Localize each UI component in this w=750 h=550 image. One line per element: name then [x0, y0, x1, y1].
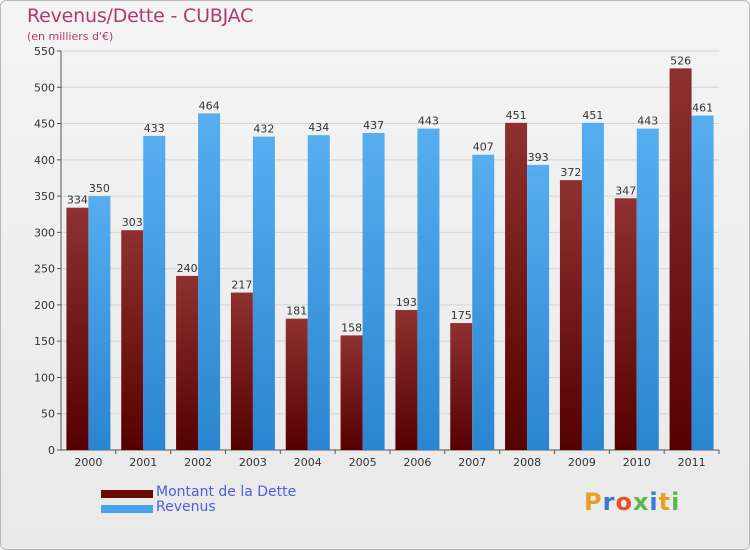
data-label: 526 [670, 54, 691, 67]
y-tick-label: 500 [34, 81, 55, 94]
y-tick-label: 200 [34, 299, 55, 312]
brand-letter: r [602, 488, 616, 516]
y-tick-label: 350 [34, 190, 55, 203]
revenus-bar [417, 128, 440, 450]
legend-label-revenus: Revenus [156, 499, 216, 515]
y-tick-label: 250 [34, 263, 55, 276]
y-tick-label: 150 [34, 335, 55, 348]
y-tick-label: 550 [34, 45, 55, 58]
legend-label-debt: Montant de la Dette [156, 484, 297, 500]
x-tick-label: 2004 [294, 456, 322, 469]
data-label: 175 [451, 309, 472, 322]
y-tick-label: 400 [34, 154, 55, 167]
data-label: 217 [231, 279, 252, 292]
data-label: 451 [582, 109, 603, 122]
y-tick-label: 50 [41, 408, 55, 421]
debt-bar [505, 122, 528, 450]
revenus-bar [307, 135, 330, 451]
y-tick-label: 300 [34, 226, 55, 239]
debt-bar [669, 68, 692, 450]
revenus-bar [198, 113, 221, 450]
legend-swatch-revenus [101, 505, 153, 513]
debt-bar [121, 230, 144, 450]
debt-bar [230, 292, 253, 450]
data-label: 433 [144, 122, 165, 135]
brand-letter: i [649, 488, 659, 516]
x-tick-label: 2006 [403, 456, 431, 469]
debt-bar [285, 318, 308, 450]
data-label: 181 [286, 305, 307, 318]
revenus-bar [581, 122, 604, 450]
data-label: 240 [177, 262, 198, 275]
x-tick-label: 2003 [239, 456, 267, 469]
grid-lines [61, 50, 719, 451]
revenus-bar [88, 196, 111, 450]
revenus-bar [636, 128, 659, 450]
x-tick-label: 2007 [458, 456, 486, 469]
brand-letter: P [584, 488, 603, 516]
data-label: 393 [528, 151, 549, 164]
x-tick-label: 2009 [568, 456, 596, 469]
revenus-bar [691, 115, 714, 450]
debt-bar [66, 207, 89, 450]
data-label: 350 [89, 182, 110, 195]
data-label: 443 [637, 115, 658, 128]
data-label: 372 [560, 166, 581, 179]
y-tick-label: 100 [34, 371, 55, 384]
x-tick-label: 2008 [513, 456, 541, 469]
brand-letter: i [671, 488, 681, 516]
data-label: 434 [308, 121, 329, 134]
data-label: 464 [199, 99, 220, 112]
data-label: 193 [396, 296, 417, 309]
legend-swatch-debt [101, 490, 153, 498]
x-tick-label: 2001 [129, 456, 157, 469]
bars [66, 68, 714, 451]
y-tick-label: 0 [48, 444, 55, 457]
debt-bar [176, 275, 199, 450]
revenus-bar [527, 164, 550, 450]
x-tick-label: 2011 [678, 456, 706, 469]
chart-subtitle: (en milliers d'€) [27, 30, 114, 43]
data-label: 451 [506, 109, 527, 122]
data-label: 443 [418, 115, 439, 128]
brand-letter: x [632, 488, 650, 516]
brand-letter: o [615, 488, 633, 516]
data-label: 303 [122, 216, 143, 229]
data-label: 437 [363, 119, 384, 132]
revenus-bar [362, 132, 385, 450]
chart-title: Revenus/Dette - CUBJAC [27, 5, 254, 27]
x-tick-label: 2000 [74, 456, 102, 469]
data-label: 347 [615, 184, 636, 197]
data-label: 432 [253, 123, 274, 136]
debt-bar [450, 323, 473, 450]
debt-bar [559, 180, 582, 450]
debt-bar [340, 335, 363, 450]
axes: 0 50 100 150 200 250 300 350 400 450 500 550 2000 200… [34, 45, 720, 469]
revenus-bar [252, 136, 275, 450]
revenus-bar [143, 135, 166, 451]
revenus-bar [472, 154, 495, 451]
data-label: 334 [67, 194, 88, 207]
y-tick-label: 450 [34, 118, 55, 131]
data-label: 461 [692, 102, 713, 115]
x-tick-label: 2002 [184, 456, 212, 469]
debt-bar [614, 198, 637, 450]
data-label: 158 [341, 321, 362, 334]
brand-logo: Proxiti [584, 488, 680, 516]
brand-letter: t [658, 488, 672, 516]
x-tick-label: 2010 [623, 456, 651, 469]
data-label: 407 [473, 141, 494, 154]
debt-bar [395, 309, 418, 450]
x-tick-label: 2005 [349, 456, 377, 469]
